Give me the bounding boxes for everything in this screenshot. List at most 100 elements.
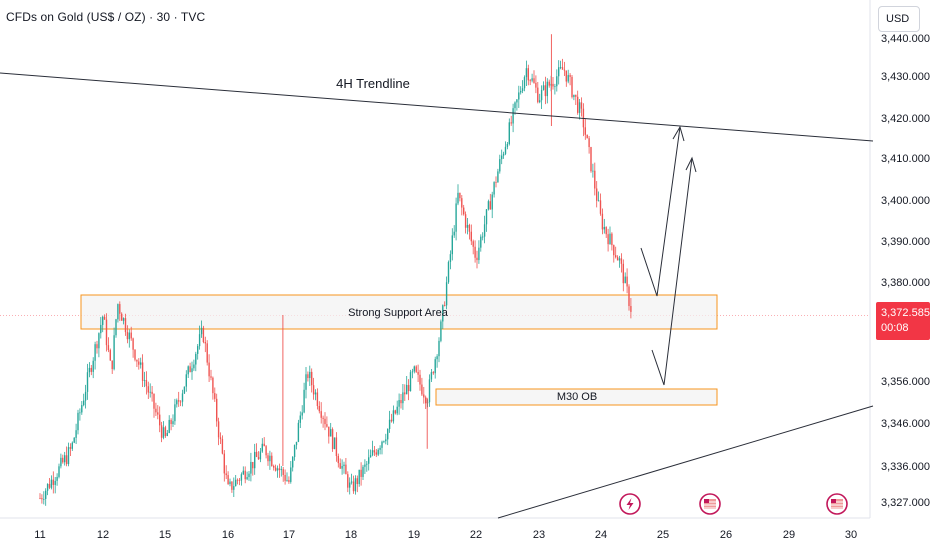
candle-body [214,393,216,399]
candle-body [388,419,391,429]
candle-body [111,360,113,370]
candle-body [371,450,374,456]
symbol-title[interactable]: CFDs on Gold (US$ / OZ) · 30 · TVC [6,10,206,24]
candle-body [499,159,501,172]
candle-body [605,226,607,235]
candle-body [231,481,233,490]
candle-body [261,443,263,452]
candle-body [447,262,450,283]
candle-body [210,376,212,378]
candle-body [174,404,176,422]
candle-body [596,188,598,201]
m30-ob-zone[interactable] [435,388,718,406]
current-price-badge: 3,372.585 00:08 [876,302,930,340]
candle-body [609,233,611,245]
lightning-event-icon[interactable] [619,493,641,515]
candle-body [293,445,296,458]
candle-body [86,372,89,392]
current-price-value: 3,372.585 [881,307,930,319]
candle-body [128,332,130,340]
candle-body [223,453,225,474]
candle-body [39,498,41,499]
candle-body [229,481,231,485]
trendline-4h[interactable] [0,72,874,142]
candle-body [375,452,377,455]
candle-body [204,342,206,344]
candle-body [274,467,277,471]
candle-body [322,417,324,419]
projection-arrow-1[interactable] [640,126,681,297]
candle-body [225,473,227,476]
candle-body [415,366,417,372]
candle-body [179,401,182,403]
candle-body [337,455,339,464]
price-axis[interactable]: 3,327.000 3,336.000 3,346.000 3,356.000 3,38… [881,33,930,509]
time-tick-label: 22 [470,529,482,541]
candle-body [335,437,338,456]
candle-body [71,442,73,449]
candle-body [478,247,480,261]
candle-body [584,127,586,135]
price-tick-label: 3,336.000 [881,461,930,473]
candle-body [246,477,248,480]
candle-body [81,405,83,413]
candle-body [333,437,336,450]
candle-body [286,480,288,481]
candle-body [352,481,355,492]
candle-body [178,400,180,402]
candle-body [527,68,529,81]
support-area-label: Strong Support Area [348,307,449,319]
candle-body [151,391,153,394]
candle-body [343,464,345,467]
candle-body [476,257,478,261]
candle-body [497,171,499,183]
trendline-4h-label: 4H Trendline [336,76,410,91]
candle-body [373,450,376,453]
candle-body [271,455,273,467]
time-axis[interactable]: 11 12 15 16 17 18 19 22 23 24 25 26 29 30 [34,529,857,541]
candle-body [311,371,313,386]
candle-body [212,377,214,394]
candle-body [320,411,322,418]
projection-arrow-2[interactable] [651,157,693,386]
time-tick-label: 30 [845,529,857,541]
candle-body [170,419,172,425]
candle-body [354,478,357,492]
price-tick-label: 3,327.000 [881,497,930,509]
candle-body [491,194,493,210]
price-tick-label: 3,346.000 [881,418,930,430]
candle-body [489,201,491,210]
candle-body [514,102,516,109]
candle-body [263,443,265,447]
candle-body [586,134,588,139]
projection-arrow-1-head [672,125,685,142]
candle-body [588,138,590,148]
candle-body [187,366,189,375]
candle-body [295,441,298,446]
candle-body [143,380,146,381]
lower-trendline[interactable] [497,405,874,519]
strong-support-zone[interactable] [80,294,718,330]
candle-body [461,198,463,208]
currency-button[interactable]: USD [878,6,920,32]
candle-body [290,467,292,482]
candle-body [309,371,311,379]
candle-body [436,356,438,360]
projection-arrow-2-head [685,156,697,173]
us-flag-event-icon[interactable] [699,493,721,515]
candle-body [303,389,305,413]
candle-body [362,466,364,477]
candle-body [451,235,453,255]
us-flag-event-icon[interactable] [826,493,848,515]
candle-body [411,371,414,373]
price-tick-label: 3,356.000 [881,376,930,388]
candle-body [41,498,43,500]
candle-body [535,82,537,88]
candle-body [417,371,419,375]
candle-body [525,68,528,78]
candle-body [73,437,75,443]
candle-body [138,361,140,365]
candle-body [387,428,389,440]
